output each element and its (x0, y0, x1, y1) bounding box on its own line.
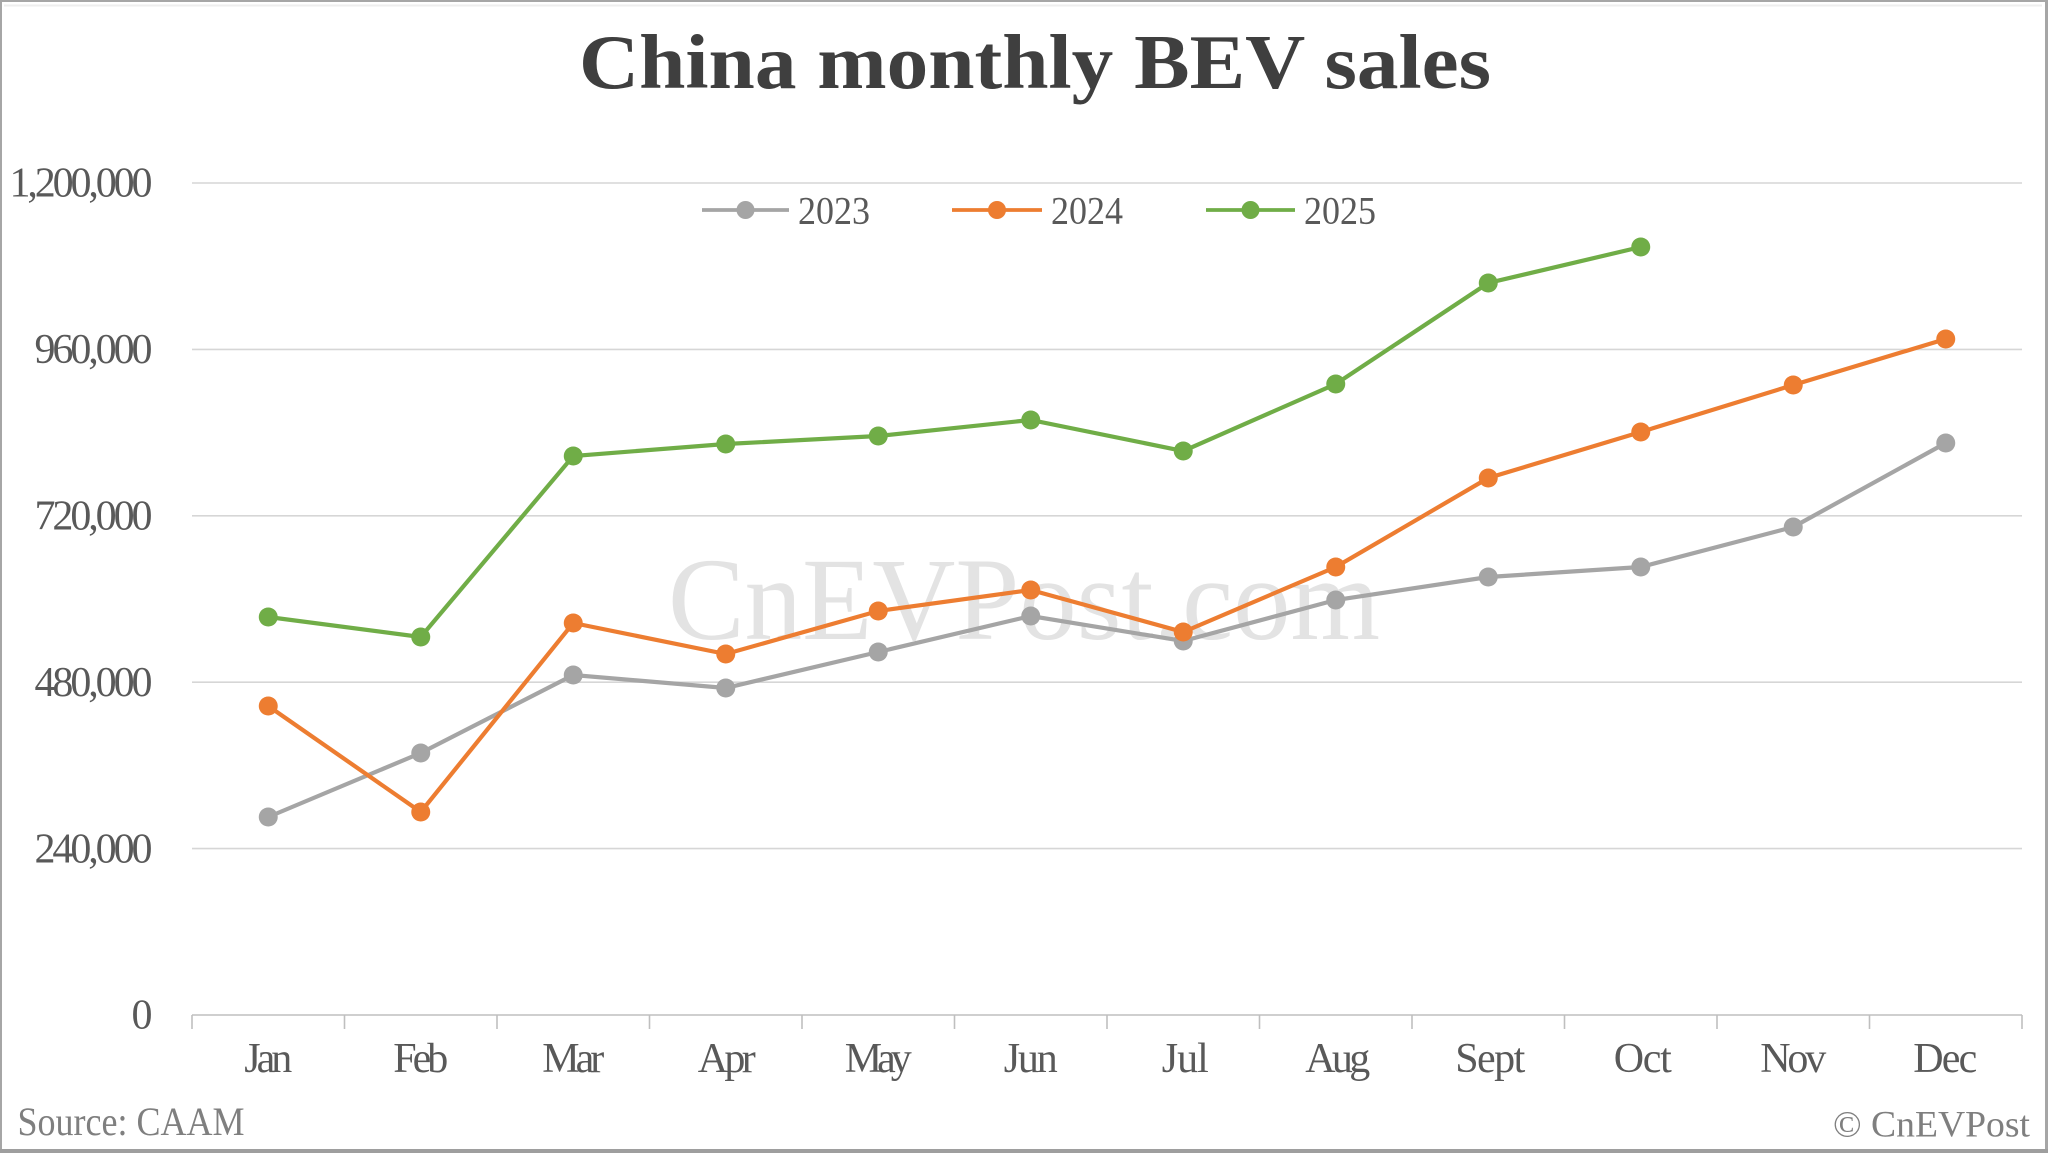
svg-text:2025: 2025 (1304, 189, 1376, 233)
svg-text:Source: CAAM: Source: CAAM (18, 1099, 245, 1144)
svg-text:0: 0 (132, 993, 153, 1039)
svg-text:Sept: Sept (1455, 1036, 1525, 1082)
svg-text:2024: 2024 (1051, 189, 1123, 233)
svg-text:Mar: Mar (542, 1036, 604, 1082)
svg-text:480,000: 480,000 (35, 660, 153, 706)
svg-text:Jul: Jul (1162, 1036, 1209, 1082)
svg-text:Dec: Dec (1913, 1036, 1977, 1082)
svg-text:Nov: Nov (1760, 1036, 1826, 1082)
svg-text:© CnEVPost: © CnEVPost (1833, 1105, 2031, 1146)
svg-text:Feb: Feb (393, 1036, 448, 1082)
svg-text:1,200,000: 1,200,000 (10, 161, 153, 207)
svg-text:Jan: Jan (244, 1036, 292, 1082)
svg-text:240,000: 240,000 (35, 826, 153, 872)
svg-text:May: May (845, 1036, 912, 1082)
svg-text:Oct: Oct (1614, 1036, 1672, 1082)
svg-text:Jun: Jun (1004, 1036, 1058, 1082)
svg-text:720,000: 720,000 (35, 494, 153, 540)
svg-text:2023: 2023 (798, 189, 870, 233)
svg-text:China monthly BEV sales: China monthly BEV sales (579, 19, 1491, 105)
svg-text:CnEVPost.com: CnEVPost.com (668, 534, 1380, 665)
svg-text:Aug: Aug (1305, 1036, 1370, 1082)
svg-text:Apr: Apr (698, 1036, 756, 1082)
svg-text:960,000: 960,000 (35, 327, 153, 373)
